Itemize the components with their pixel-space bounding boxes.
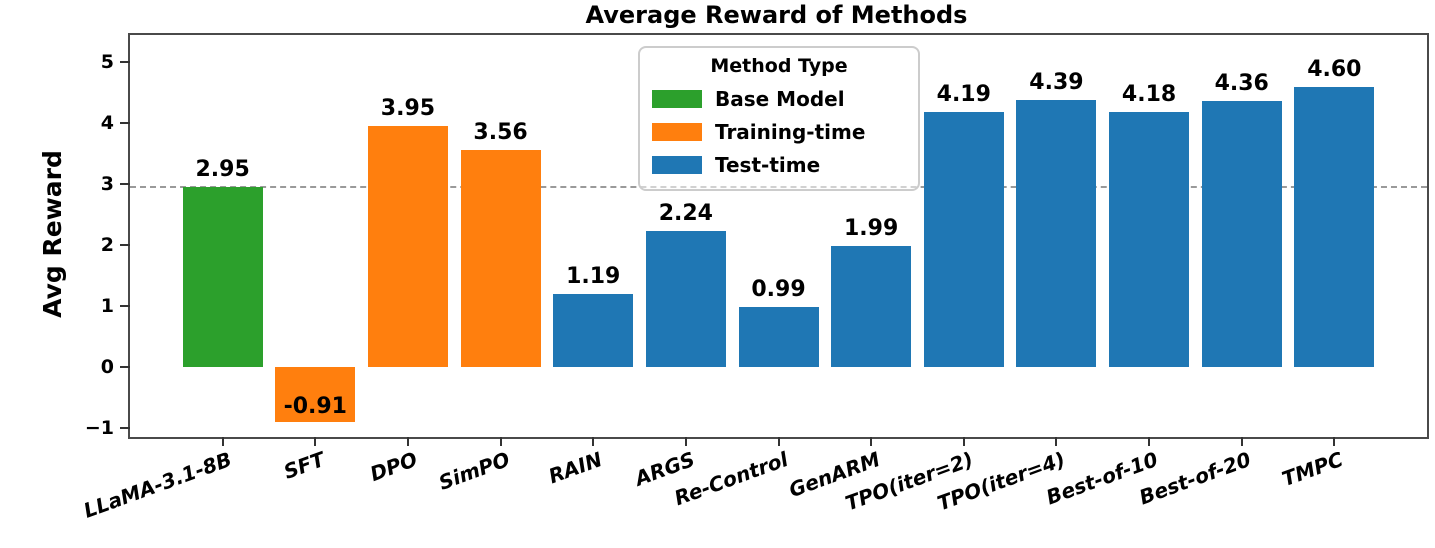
- bar-value-label: 2.24: [658, 200, 713, 226]
- y-tick-label: 1: [100, 295, 114, 318]
- x-tick: [592, 437, 595, 446]
- y-tick-label: 3: [100, 173, 114, 196]
- x-tick-label-text: LLaMA-3.1-8B: [80, 447, 235, 523]
- bar-value-label: 3.95: [380, 96, 436, 122]
- plot-area: Method Type Base Model Training-time Test-…: [80, 33, 1429, 523]
- y-tick-label: 5: [100, 51, 114, 74]
- y-tick: [120, 305, 130, 308]
- legend-entry: Training-time: [652, 120, 906, 144]
- x-tick-label-text: SFT: [280, 447, 328, 484]
- x-tick: [1240, 437, 1243, 446]
- legend-entry-label: Training-time: [715, 120, 866, 144]
- x-tick-label-text: DPO: [366, 447, 421, 487]
- bar-value-label: 4.39: [1029, 69, 1084, 95]
- y-tick-label: 4: [100, 112, 114, 135]
- x-tick-label-text: SimPO: [435, 447, 513, 495]
- bar-value-label: 3.56: [473, 120, 528, 146]
- y-tick: [120, 183, 130, 186]
- x-tick: [777, 437, 780, 446]
- legend: Method Type Base Model Training-time Test-…: [638, 46, 920, 191]
- x-tick: [962, 437, 965, 446]
- bar-value-label: 0.99: [751, 276, 806, 302]
- bar-value-label: -0.91: [283, 394, 347, 420]
- bar-value-label: 1.19: [566, 264, 621, 290]
- x-tick-label-text: TMPC: [1279, 447, 1347, 492]
- x-tick: [314, 437, 317, 446]
- bar: [553, 294, 634, 367]
- bar-value-label: 2.95: [195, 157, 250, 183]
- legend-entry: Test-time: [652, 153, 906, 177]
- x-tick: [1148, 437, 1151, 446]
- y-tick: [120, 244, 130, 247]
- y-tick-label: 2: [100, 234, 114, 257]
- bar: [367, 126, 448, 367]
- bar-value-label: 4.60: [1307, 56, 1362, 82]
- y-tick-label: 0: [100, 355, 114, 378]
- bar-value-label: 4.18: [1121, 82, 1177, 108]
- bar-value-label: 4.19: [936, 81, 991, 107]
- legend-swatch-test: [652, 156, 702, 174]
- y-tick: [120, 122, 130, 125]
- legend-entry-label: Test-time: [715, 153, 821, 177]
- chart-title: Average Reward of Methods: [585, 1, 968, 29]
- bar: [275, 366, 356, 423]
- legend-entry-label: Base Model: [715, 87, 845, 111]
- x-tick: [870, 437, 873, 446]
- x-tick: [406, 437, 409, 446]
- y-tick: [120, 61, 130, 64]
- bar: [1201, 101, 1282, 367]
- bar: [738, 306, 819, 367]
- bar: [460, 150, 541, 367]
- x-tick: [684, 437, 687, 446]
- bar: [1109, 112, 1190, 367]
- bar: [831, 245, 912, 367]
- legend-title: Method Type: [710, 55, 848, 77]
- bar-value-label: 4.36: [1214, 71, 1269, 97]
- bar: [645, 230, 726, 367]
- legend-entry: Base Model: [652, 87, 906, 111]
- x-tick: [1333, 437, 1336, 446]
- x-tick: [1055, 437, 1058, 446]
- x-tick: [499, 437, 502, 446]
- y-tick-label: −1: [84, 416, 114, 439]
- legend-swatch-training: [652, 123, 702, 141]
- legend-items: Base Model Training-time Test-time: [652, 87, 906, 177]
- legend-swatch-base: [652, 90, 702, 108]
- x-tick-label-text: RAIN: [545, 447, 606, 489]
- bar: [1294, 86, 1375, 367]
- x-tick: [221, 437, 224, 446]
- bar-value-label: 1.99: [844, 215, 899, 241]
- y-tick: [120, 365, 130, 368]
- bar: [923, 111, 1004, 367]
- y-tick: [120, 426, 130, 429]
- bar: [182, 187, 263, 367]
- bar: [1016, 99, 1097, 367]
